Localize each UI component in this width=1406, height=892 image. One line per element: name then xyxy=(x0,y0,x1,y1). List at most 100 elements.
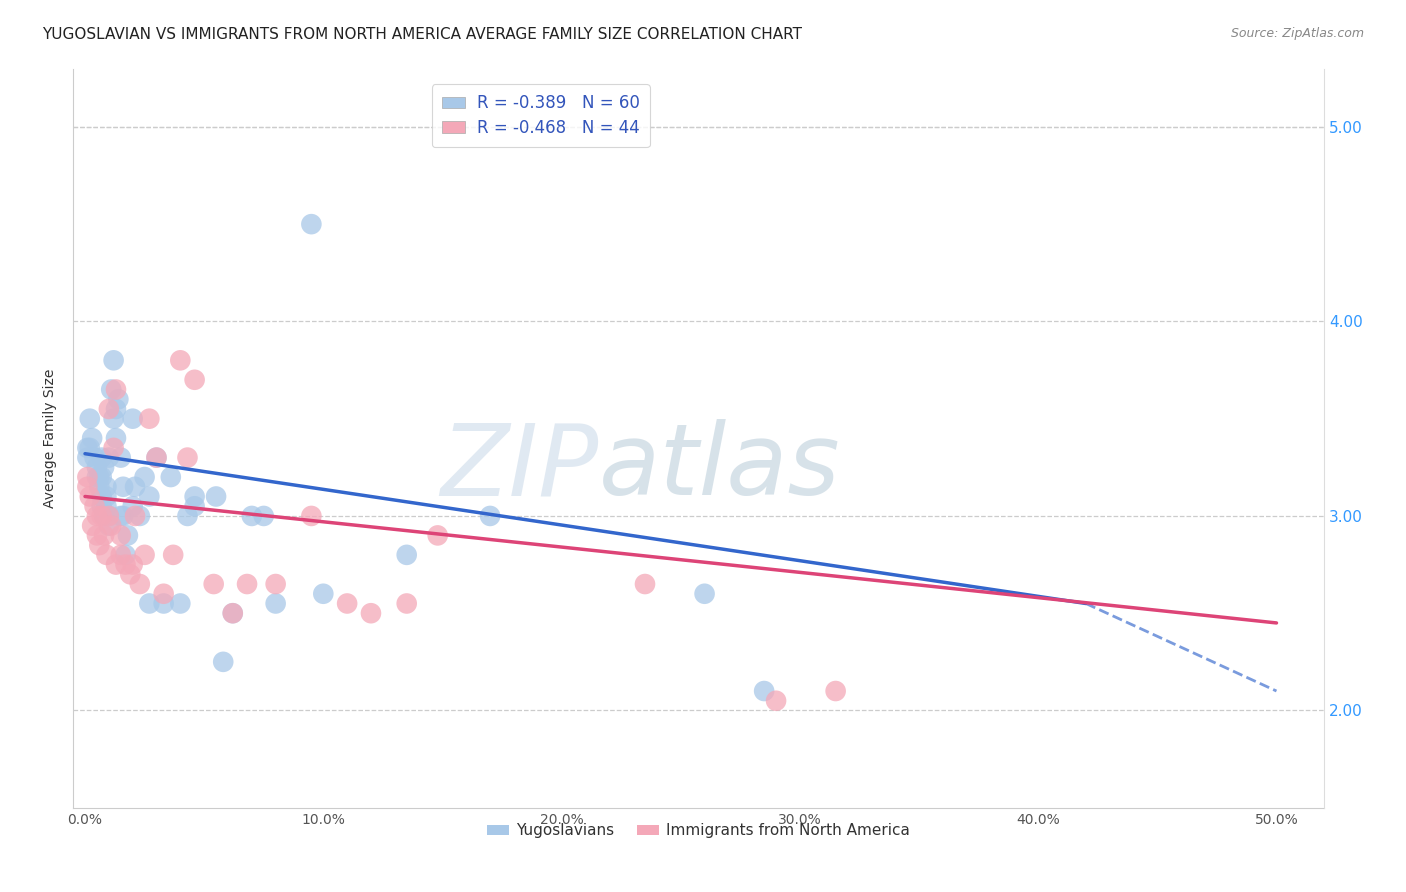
Point xyxy=(145,450,167,465)
Point xyxy=(312,587,335,601)
Point xyxy=(79,490,101,504)
Point xyxy=(169,597,191,611)
Point xyxy=(103,411,125,425)
Text: Source: ZipAtlas.com: Source: ZipAtlas.com xyxy=(1230,27,1364,40)
Point xyxy=(138,597,160,611)
Point xyxy=(79,411,101,425)
Point xyxy=(89,470,111,484)
Point xyxy=(96,548,118,562)
Point xyxy=(299,508,322,523)
Point xyxy=(83,450,105,465)
Point xyxy=(103,353,125,368)
Point xyxy=(97,508,120,523)
Point xyxy=(395,597,418,611)
Point xyxy=(110,528,132,542)
Text: YUGOSLAVIAN VS IMMIGRANTS FROM NORTH AMERICA AVERAGE FAMILY SIZE CORRELATION CHA: YUGOSLAVIAN VS IMMIGRANTS FROM NORTH AME… xyxy=(42,27,803,42)
Point xyxy=(82,518,104,533)
Point xyxy=(76,441,98,455)
Point xyxy=(93,528,115,542)
Point xyxy=(264,597,287,611)
Point xyxy=(128,508,150,523)
Point xyxy=(97,518,120,533)
Point xyxy=(86,528,108,542)
Point xyxy=(114,558,136,572)
Point xyxy=(634,577,657,591)
Point xyxy=(152,597,174,611)
Point xyxy=(183,500,205,514)
Point xyxy=(86,508,108,523)
Point xyxy=(114,548,136,562)
Point xyxy=(104,431,127,445)
Point xyxy=(104,383,127,397)
Point xyxy=(90,470,112,484)
Point xyxy=(90,450,112,465)
Point xyxy=(97,450,120,465)
Point xyxy=(169,353,191,368)
Point xyxy=(89,538,111,552)
Point xyxy=(112,480,135,494)
Point xyxy=(121,500,143,514)
Point xyxy=(90,490,112,504)
Point xyxy=(176,508,198,523)
Point xyxy=(100,518,122,533)
Point xyxy=(145,450,167,465)
Point xyxy=(103,441,125,455)
Point xyxy=(240,508,263,523)
Point xyxy=(202,577,225,591)
Point xyxy=(752,684,775,698)
Point xyxy=(183,490,205,504)
Point xyxy=(124,480,146,494)
Point xyxy=(183,373,205,387)
Point xyxy=(76,470,98,484)
Point xyxy=(222,606,245,620)
Point xyxy=(110,450,132,465)
Point xyxy=(121,411,143,425)
Point xyxy=(96,500,118,514)
Point xyxy=(97,508,120,523)
Point xyxy=(86,470,108,484)
Point xyxy=(159,470,181,484)
Point xyxy=(96,490,118,504)
Point xyxy=(83,500,105,514)
Text: atlas: atlas xyxy=(599,419,841,516)
Point xyxy=(76,480,98,494)
Point xyxy=(82,431,104,445)
Point xyxy=(107,392,129,407)
Point xyxy=(89,480,111,494)
Point xyxy=(360,606,382,620)
Point xyxy=(693,587,716,601)
Point xyxy=(110,508,132,523)
Point xyxy=(824,684,846,698)
Text: ZIP: ZIP xyxy=(440,419,599,516)
Point xyxy=(205,490,228,504)
Point xyxy=(765,694,787,708)
Point xyxy=(90,508,112,523)
Point xyxy=(96,480,118,494)
Point xyxy=(104,558,127,572)
Point xyxy=(120,567,142,582)
Point xyxy=(395,548,418,562)
Point xyxy=(97,401,120,416)
Point xyxy=(138,411,160,425)
Point xyxy=(222,606,245,620)
Point xyxy=(90,500,112,514)
Point xyxy=(93,508,115,523)
Point xyxy=(336,597,359,611)
Point xyxy=(299,217,322,231)
Point xyxy=(117,528,139,542)
Point xyxy=(79,441,101,455)
Point xyxy=(152,587,174,601)
Point xyxy=(426,528,449,542)
Y-axis label: Average Family Size: Average Family Size xyxy=(44,368,58,508)
Point xyxy=(121,558,143,572)
Point xyxy=(138,490,160,504)
Point xyxy=(176,450,198,465)
Point xyxy=(86,460,108,475)
Point xyxy=(93,460,115,475)
Point xyxy=(124,508,146,523)
Point xyxy=(76,450,98,465)
Point xyxy=(253,508,276,523)
Point xyxy=(110,548,132,562)
Point xyxy=(134,470,156,484)
Point xyxy=(104,401,127,416)
